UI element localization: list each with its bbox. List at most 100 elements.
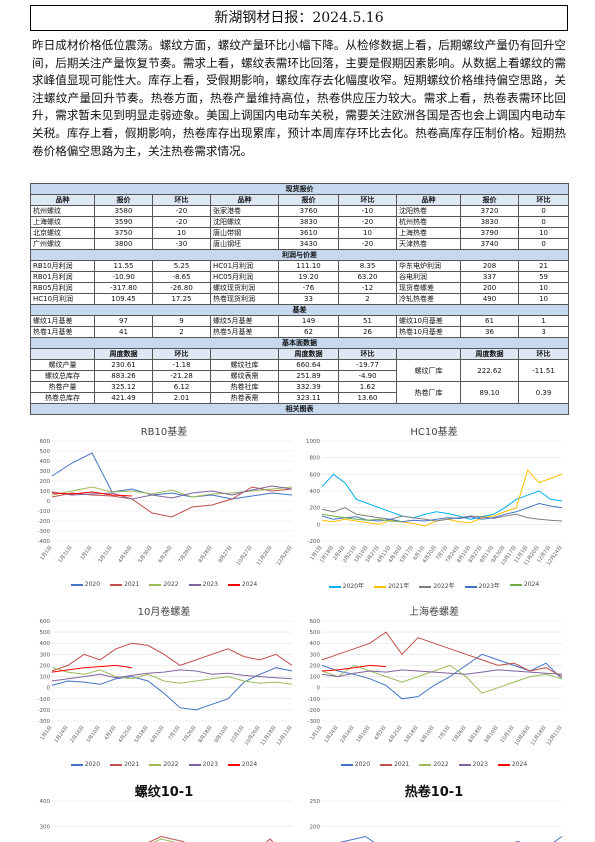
section-spot: 现货报价 <box>29 183 570 195</box>
table-cell: 品种 <box>396 194 461 206</box>
table-cell: 基差 <box>29 304 570 316</box>
x-tick-label: 1月1日 <box>39 545 53 562</box>
y-tick-label: 600 <box>310 619 321 625</box>
y-tick-label: 100 <box>40 489 51 495</box>
table-cell: 螺纹10月基差 <box>396 315 461 327</box>
table-cell: 6.12 <box>152 381 211 393</box>
spot-row: 上海螺纹 3590 -20 沈阳螺纹 3830 -20 杭州热卷 3830 0 <box>30 216 570 228</box>
table-cell: 品种 <box>210 194 279 206</box>
data-table: 现货报价 品种 报价 环比 品种 报价 环比 品种 报价 环比 杭州螺纹 3580 -20 张家港卷 376… <box>29 183 570 415</box>
table-cell: 3610 <box>278 227 339 239</box>
table-cell: 螺纹5月基差 <box>210 315 279 327</box>
y-tick-label: 200 <box>310 663 321 669</box>
chart-3: 10月卷螺差 600 500 400 300 200 100 0 -100 -200 -300 1月1… <box>30 597 298 773</box>
chart-title: 螺纹10-1 <box>134 785 194 800</box>
x-tick-label: 5月18日 <box>134 725 150 744</box>
table-cell: 3830 <box>278 216 339 228</box>
legend-item: 2024 <box>227 581 257 588</box>
table-cell: 0 <box>517 238 570 250</box>
series-line-2021 <box>51 486 293 518</box>
y-tick-label: 400 <box>40 799 51 805</box>
x-tick-label: 7月26日 <box>182 725 198 744</box>
x-tick-label: 3月1日 <box>79 545 93 562</box>
fundamentals-row: 热卷总库存 421.49 2.01 热卷表需 323.11 13.60 <box>30 392 569 404</box>
y-tick-label: 500 <box>310 630 321 636</box>
series-line-2020 <box>51 452 293 500</box>
table-cell: -317.80 <box>94 282 153 294</box>
table-cell: 323.11 <box>278 392 339 404</box>
chart-legend: 2020 2021 2022 2023 2024 <box>300 761 568 768</box>
legend-item: 2023年 <box>464 581 500 590</box>
spot-row: 杭州螺纹 3580 -20 张家港卷 3760 -10 沈阳热卷 3720 0 <box>30 205 570 217</box>
table-cell: 41 <box>94 326 153 338</box>
report-page: 新湖钢材日报：2024.5.16 昨日成材价格低位震荡。螺纹方面，螺纹产量环比小… <box>29 5 570 842</box>
table-cell: 螺纹总库存 <box>30 370 95 382</box>
table-cell: 杭州螺纹 <box>30 205 95 217</box>
profit-row: RB01月利润 -10.90 -8.65 HC05月利润 19.20 63.20 谷电利润 3… <box>30 271 570 283</box>
legend-label: 2022 <box>433 761 449 768</box>
series-line-2020年 <box>321 473 563 520</box>
legend-swatch <box>188 583 201 586</box>
series-line-2021 <box>148 835 274 842</box>
table-cell: 251.89 <box>278 370 339 382</box>
table-cell: -20 <box>338 216 397 228</box>
table-cell: 0 <box>517 216 570 228</box>
table-cell: 3760 <box>278 205 339 217</box>
profit-row: RB05月利润 -317.80 -26.80 螺纹现货利润 -76 -12 现货卷螺差 200… <box>30 282 570 294</box>
header-row: 周度数据 环比 周度数据 环比 周度数据 环比 <box>30 348 570 360</box>
table-cell: 59 <box>517 271 570 283</box>
y-tick-label: 100 <box>310 675 321 681</box>
table-cell: 3800 <box>94 238 153 250</box>
y-tick-label: 600 <box>40 619 51 625</box>
table-cell: 97 <box>94 315 153 327</box>
y-tick-label: 400 <box>310 641 321 647</box>
table-cell: 2 <box>152 326 211 338</box>
section-charts: 相关图表 <box>29 403 570 415</box>
table-cell: 17.25 <box>152 293 211 305</box>
chart-svg: 10008006004002000-2001月1日1月18日2月4日2月21日3… <box>306 439 564 567</box>
table-cell <box>30 348 95 360</box>
y-tick-label: 500 <box>40 630 51 636</box>
legend-label: 2021 <box>394 761 410 768</box>
legend-swatch <box>188 763 201 766</box>
y-tick-label: 200 <box>40 479 51 485</box>
x-tick-label: 1月24日 <box>54 725 70 744</box>
x-tick-label: 6月10日 <box>150 725 166 744</box>
legend-swatch <box>340 763 353 766</box>
table-cell: 36 <box>460 326 519 338</box>
table-cell: 热卷总库存 <box>30 392 95 404</box>
x-tick-label: 12月11日 <box>276 725 294 747</box>
table-cell: 相关图表 <box>29 403 570 415</box>
legend-item: 2021 <box>380 761 409 768</box>
series-line-2023年 <box>321 502 563 523</box>
table-cell: 品种 <box>30 194 95 206</box>
x-tick-label: 8月28日 <box>198 545 214 564</box>
legend-item: 2022 <box>419 761 449 768</box>
y-tick-label: 600 <box>40 439 51 445</box>
table-cell: -12 <box>338 282 397 294</box>
table-cell: 3830 <box>460 216 519 228</box>
x-tick-label: 10月3日 <box>230 725 246 744</box>
y-tick-label: 0 <box>317 686 321 692</box>
x-tick-label: 7月3日 <box>167 725 181 742</box>
table-cell <box>396 348 461 360</box>
x-tick-label: 12月26日 <box>276 545 294 567</box>
legend-swatch <box>110 763 123 766</box>
table-cell: 33 <box>278 293 339 305</box>
table-cell: 26 <box>338 326 397 338</box>
table-cell: 热卷5月基差 <box>210 326 279 338</box>
legend-item: 2023 <box>188 761 218 768</box>
series-line-2024 <box>51 664 133 673</box>
table-cell: 沈阳螺纹 <box>210 216 279 228</box>
x-tick-label: 3月31日 <box>98 545 114 564</box>
legend-item: 2021年 <box>374 581 409 590</box>
table-cell: 5.25 <box>152 260 211 272</box>
table-cell: 天津热卷 <box>396 238 461 250</box>
x-tick-label: 8月18日 <box>198 725 214 744</box>
table-cell: 广州螺纹 <box>30 238 95 250</box>
table-cell: 基本面数据 <box>29 337 570 349</box>
table-cell: 208 <box>460 260 519 272</box>
table-cell: 2 <box>338 293 397 305</box>
